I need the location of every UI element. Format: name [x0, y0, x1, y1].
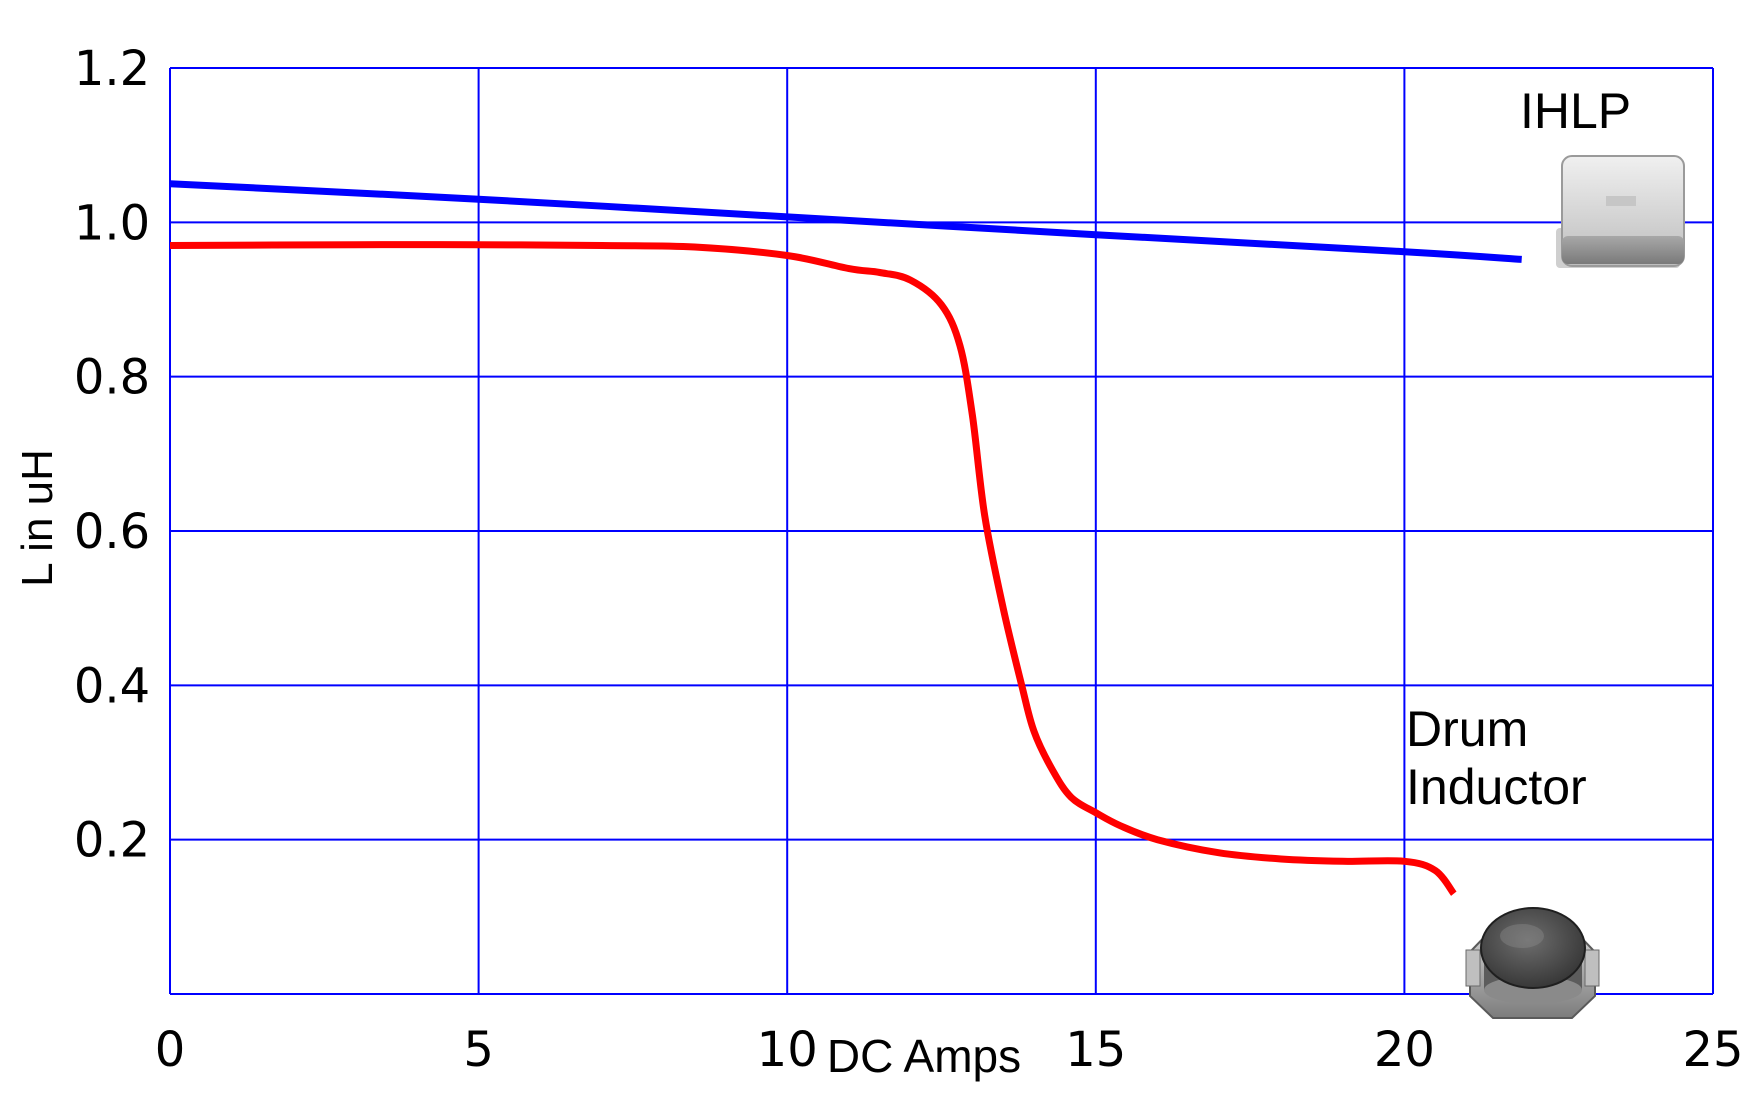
series-layer: [169, 180, 1522, 896]
y-axis-title: L in uH: [13, 449, 62, 587]
tick-layer: 0 5 10 15 20 25 0.2 0.4 0.6 0.8 1.0 1.2: [74, 41, 1742, 1078]
y-tick-label: 0.2: [74, 813, 150, 869]
x-axis-title: DC Amps: [827, 1030, 1021, 1082]
x-tick-label: 25: [1682, 1022, 1742, 1078]
y-tick-label: 0.8: [74, 350, 150, 406]
y-tick-label: 1.2: [74, 41, 150, 97]
x-tick-label: 20: [1374, 1022, 1435, 1078]
grid-layer: [169, 67, 1714, 995]
drum-inductor-icon: [1465, 907, 1600, 1019]
series-line-drum-inductor: [169, 241, 1457, 896]
y-tick-label: 1.0: [74, 195, 150, 251]
x-tick-label: 10: [757, 1022, 818, 1078]
y-tick-label: 0.6: [74, 504, 150, 560]
ihlp-label: IHLP: [1520, 83, 1631, 139]
x-tick-label: 5: [463, 1022, 494, 1078]
ihlp-inductor-icon: [1556, 155, 1685, 268]
drum-label-line2: Inductor: [1406, 759, 1587, 815]
x-tick-label: 0: [155, 1022, 186, 1078]
drum-label-line1: Drum: [1406, 701, 1528, 757]
x-tick-label: 15: [1065, 1022, 1126, 1078]
series-line-ihlp: [169, 180, 1522, 263]
y-tick-label: 0.4: [74, 658, 150, 714]
